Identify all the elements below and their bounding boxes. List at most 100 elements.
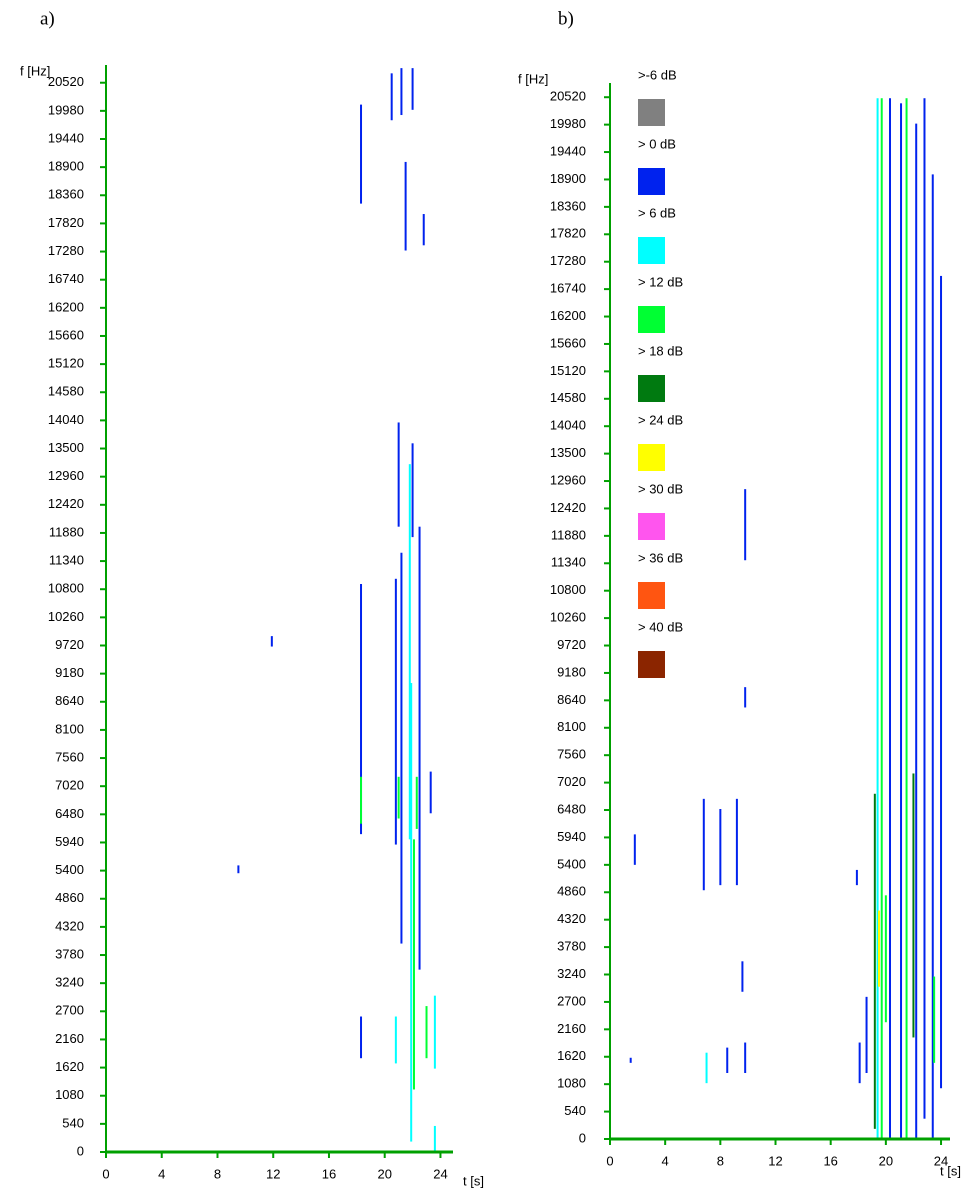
spectral-segment [271, 636, 273, 646]
y-tick-label: 19980 [550, 116, 586, 131]
y-tick-label: 4860 [55, 890, 84, 905]
spectral-segment [360, 1017, 362, 1059]
legend-swatch [638, 99, 665, 126]
spectral-segment [706, 1053, 708, 1083]
y-tick-label: 14040 [550, 418, 586, 433]
y-tick-label: 2700 [557, 993, 586, 1008]
spectral-segment [885, 895, 887, 1022]
spectral-segment [400, 68, 402, 115]
x-tick-label: 16 [823, 1153, 837, 1168]
x-tick-label: 4 [158, 1166, 165, 1181]
y-tick-label: 15120 [550, 363, 586, 378]
y-tick-label: 19980 [48, 102, 84, 117]
y-tick-label: 0 [579, 1130, 586, 1145]
y-tick-label: 5400 [55, 862, 84, 877]
y-tick-label: 14580 [550, 390, 586, 405]
y-tick-label: 16200 [550, 308, 586, 323]
y-tick-label: 0 [77, 1143, 84, 1158]
y-tick-label: 12420 [48, 496, 84, 511]
y-tick-label: 14040 [48, 412, 84, 427]
y-axis-label: f [Hz] [518, 71, 548, 86]
x-tick-label: 12 [266, 1166, 280, 1181]
legend-swatch [638, 306, 665, 333]
spectral-segment [434, 1126, 436, 1152]
spectral-segment [859, 1043, 861, 1084]
y-tick-label: 17820 [550, 226, 586, 241]
y-tick-label: 6480 [557, 801, 586, 816]
spectral-segment [395, 579, 397, 845]
y-tick-label: 8100 [55, 721, 84, 736]
legend-label: > 30 dB [638, 481, 683, 496]
x-axis-label: t [s] [463, 1173, 484, 1188]
y-tick-label: 12960 [550, 472, 586, 487]
y-tick-label: 5940 [557, 829, 586, 844]
spectral-segment [878, 911, 880, 987]
y-tick-label: 2160 [557, 1021, 586, 1036]
spectral-segment [906, 98, 908, 1139]
y-tick-label: 7020 [557, 774, 586, 789]
legend-label: > 12 dB [638, 274, 683, 289]
legend-label: > 36 dB [638, 550, 683, 565]
y-tick-label: 9180 [55, 665, 84, 680]
legend-swatch [638, 582, 665, 609]
y-tick-label: 6480 [55, 806, 84, 821]
y-tick-label: 8100 [557, 719, 586, 734]
spectral-segment [426, 1006, 428, 1058]
y-tick-label: 8640 [55, 693, 84, 708]
legend-label: > 0 dB [638, 136, 676, 151]
y-tick-label: 15120 [48, 356, 84, 371]
x-tick-label: 20 [879, 1153, 893, 1168]
y-tick-label: 3780 [55, 946, 84, 961]
legend-swatch [638, 513, 665, 540]
legend-swatch [638, 237, 665, 264]
x-tick-label: 8 [717, 1153, 724, 1168]
spectral-segment [900, 103, 902, 1139]
spectral-segment [630, 1058, 632, 1063]
y-tick-label: 16740 [550, 281, 586, 296]
spectral-segment [741, 961, 743, 991]
spectral-segment [416, 777, 418, 829]
spectral-segment [703, 799, 705, 890]
y-tick-label: 10260 [550, 610, 586, 625]
y-tick-label: 9720 [557, 637, 586, 652]
y-tick-label: 10260 [48, 609, 84, 624]
legend-label: > 40 dB [638, 619, 683, 634]
y-tick-label: 16740 [48, 271, 84, 286]
y-tick-label: 18900 [48, 159, 84, 174]
y-tick-label: 3240 [557, 966, 586, 981]
y-tick-label: 16200 [48, 299, 84, 314]
spectral-segment [726, 1048, 728, 1073]
spectral-segment [423, 214, 425, 245]
spectral-segment [940, 276, 942, 1088]
x-tick-label: 16 [322, 1166, 336, 1181]
x-tick-label: 24 [934, 1153, 948, 1168]
spectral-segment [412, 443, 414, 537]
spectral-segment [915, 124, 917, 1139]
spectral-segment [744, 489, 746, 560]
y-tick-label: 10800 [550, 582, 586, 597]
spectral-segment [744, 687, 746, 707]
y-tick-label: 8640 [557, 692, 586, 707]
spectral-segment [889, 98, 891, 1139]
y-tick-label: 1620 [55, 1059, 84, 1074]
y-tick-label: 19440 [48, 130, 84, 145]
legend-label: > 24 dB [638, 412, 683, 427]
y-tick-label: 9180 [557, 664, 586, 679]
y-tick-label: 3780 [557, 939, 586, 954]
spectral-segment [360, 105, 362, 204]
y-tick-label: 15660 [550, 335, 586, 350]
spectral-segment [736, 799, 738, 885]
spectral-segment [395, 1017, 397, 1064]
y-tick-label: 540 [564, 1103, 586, 1118]
spectral-segment [856, 870, 858, 885]
y-tick-label: 11880 [49, 524, 84, 539]
spectral-segment [412, 68, 414, 110]
spectral-segment [400, 553, 402, 944]
x-tick-label: 8 [214, 1166, 221, 1181]
spectral-segment [430, 772, 432, 814]
y-tick-label: 1620 [557, 1048, 586, 1063]
x-tick-label: 24 [433, 1166, 447, 1181]
spectral-segment [419, 527, 421, 970]
legend-swatch [638, 444, 665, 471]
spectral-segment [434, 996, 436, 1069]
